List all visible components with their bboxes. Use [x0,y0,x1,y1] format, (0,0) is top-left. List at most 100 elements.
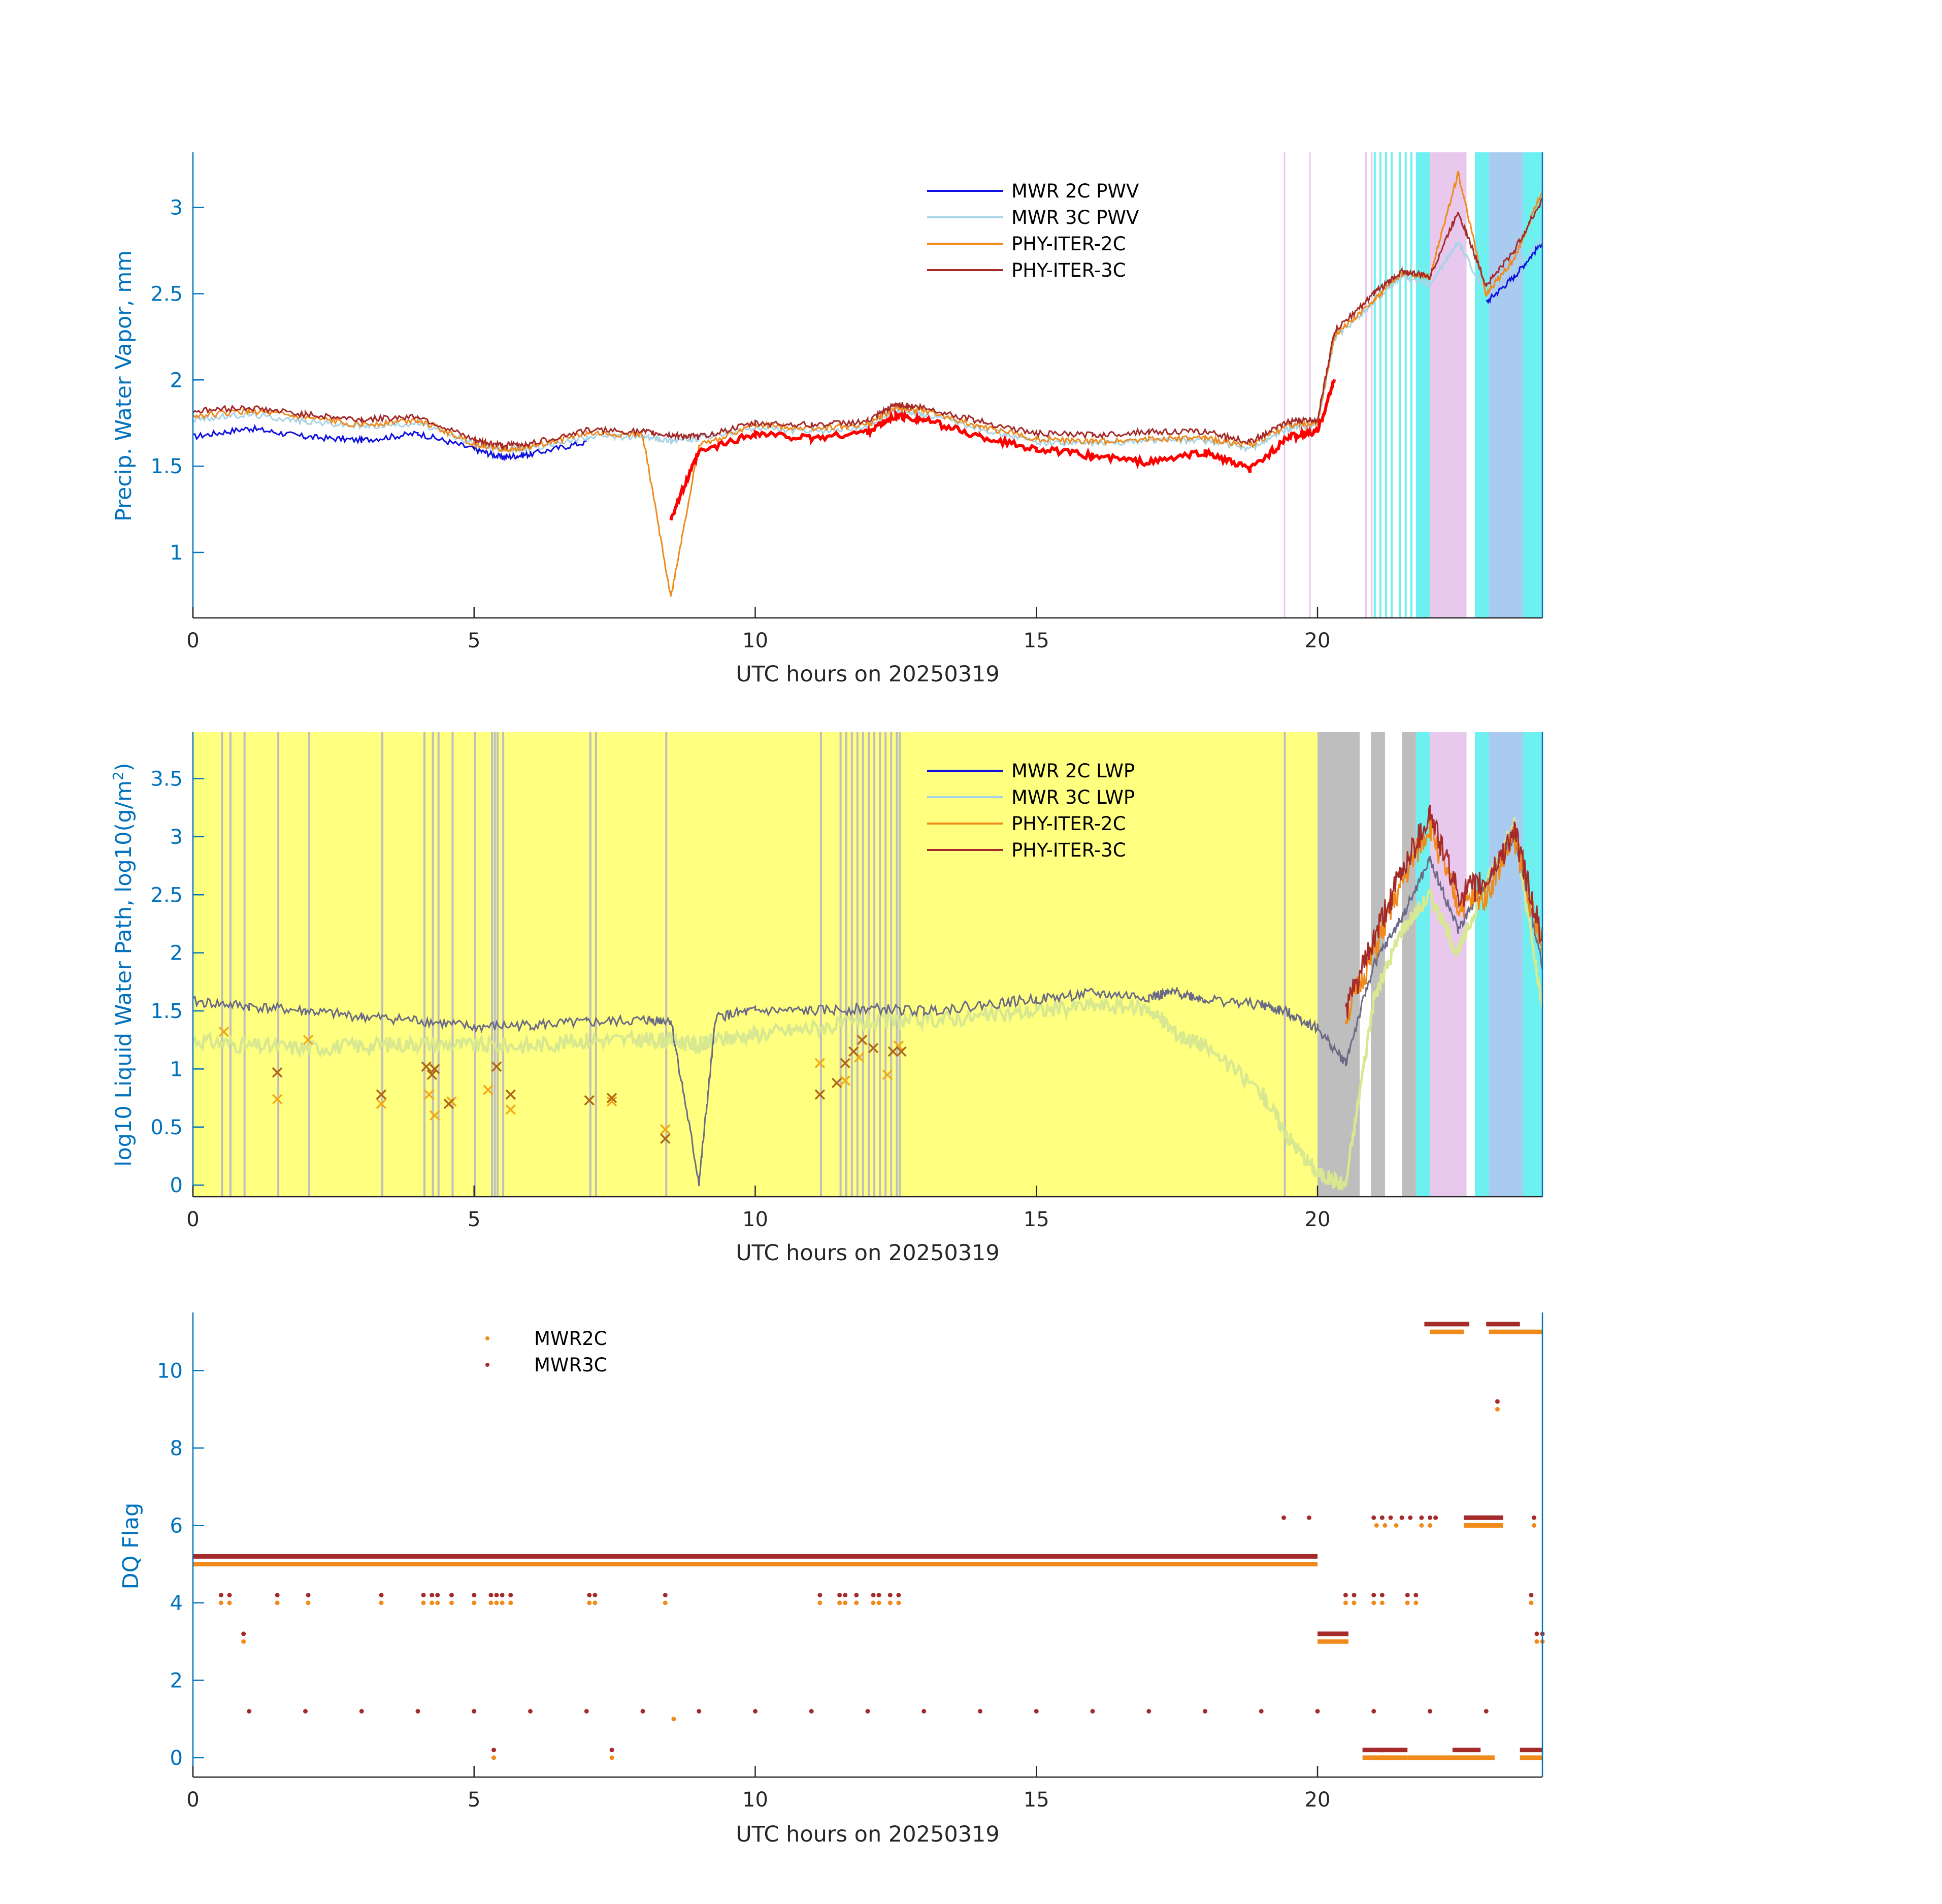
marker-phy-iter-2c [505,1104,516,1115]
pwv-legend: MWR 2C PWV MWR 3C PWV PHY-ITER-2C PHY-IT… [927,180,1139,281]
dq-point-mwr3c [876,1593,881,1598]
dq-point-mwr3c [1534,1631,1539,1636]
marker-phy-iter-2c [423,1089,435,1100]
dq-point-mwr2c [854,1600,859,1605]
dq-point-mwr3c [247,1709,252,1714]
dq-axes: 0 5 10 15 20 0 2 4 6 8 10 [157,1312,1543,1812]
dq-point-mwr2c [379,1600,384,1605]
flag-band [819,732,822,1197]
marker-phy-iter-3c [831,1077,842,1089]
lwp-ylabel-main: log10 Liquid Water Path, log10(g/m [111,780,137,1167]
dq-point-mwr2c [430,1600,435,1605]
dq-point-mwr3c [241,1631,246,1636]
x-tick-label: 20 [1305,1788,1331,1812]
dq-point-mwr2c [1495,1407,1500,1412]
y-tick-label: 2 [170,942,183,965]
dq-xlabel: UTC hours on 20250319 [736,1822,1000,1847]
lwp-ylabel-end: ) [111,763,137,771]
dq-point-mwr3c [1306,1515,1311,1520]
lwp-panel: 0 5 10 15 20 0 0.5 1 1.5 2 2.5 3 3.5 MWR 2C LWP MWR … [110,732,1544,1266]
y-tick-label: 2 [170,369,183,392]
flag-band [193,732,1318,1197]
legend-label-phy-iter-3c: PHY-ITER-3C [1011,259,1126,281]
flag-band [595,732,597,1197]
dq-point-mwr2c [1343,1600,1348,1605]
dq-point-mwr3c [587,1593,592,1598]
lwp-series-group [191,804,1544,1191]
dq-point-mwr2c [1534,1639,1539,1644]
legend-label-mwr3c-lwp: MWR 3C LWP [1011,786,1135,808]
dq-point-mwr3c [275,1593,280,1598]
y-tick-label: 3 [170,196,183,220]
x-tick-label: 5 [468,1208,480,1231]
marker-phy-iter-3c [848,1046,859,1057]
dq-point-mwr3c [921,1709,927,1714]
lwp-legend: MWR 2C LWP MWR 3C LWP PHY-ITER-2C PHY-IT… [927,760,1135,861]
flag-band [1430,152,1467,618]
marker-phy-iter-2c [660,1124,671,1135]
marker-phy-iter-2c [303,1034,314,1045]
dq-series-group [193,1322,1545,1760]
x-tick-label: 20 [1305,629,1331,652]
series-mwr3c-lwp [191,817,1544,1191]
y-tick-label: 6 [170,1514,183,1537]
x-tick-label: 20 [1305,1208,1331,1231]
x-tick-label: 15 [1024,1788,1049,1812]
pwv-ylabel: Precip. Water Vapor, mm [111,250,137,521]
dq-point-mwr3c [500,1593,505,1598]
dq-point-mwr2c [1531,1523,1536,1528]
flag-band [850,732,853,1197]
dq-point-mwr3c [435,1593,440,1598]
dq-point-mwr2c [449,1600,454,1605]
marker-phy-iter-2c [218,1026,229,1037]
flag-band [1371,152,1373,618]
dq-point-mwr2c [435,1600,440,1605]
marker-phy-iter-3c [505,1089,516,1100]
y-tick-label: 10 [157,1359,183,1383]
marker-phy-iter-2c [882,1069,893,1080]
pwv-flag-shading [1283,152,1542,618]
dq-point-mwr3c [491,1748,497,1753]
dq-point-mwr2c [871,1600,876,1605]
dq-point-mwr3c [887,1593,893,1598]
series-lwp-phy-iter-3c [1344,804,1543,1019]
dq-point-mwr2c [1394,1523,1399,1528]
pwv-panel: 0 5 10 15 20 1 1.5 2 2.5 3 MWR 2C PWV MWR 3C PWV … [111,152,1543,687]
marker-phy-iter-2c [429,1110,440,1121]
flag-band [432,732,434,1197]
y-tick-label: 1 [170,541,183,565]
flag-band [1283,732,1286,1197]
flag-band [1373,152,1376,618]
dq-point-mwr3c [1146,1709,1151,1714]
series-phy-iter-2c [192,171,1543,597]
dq-point-mwr3c [1428,1515,1432,1520]
legend-marker-mwr2c [485,1336,489,1340]
marker-phy-iter-3c [421,1061,432,1072]
flag-band [589,732,591,1197]
dq-point-mwr2c [306,1600,311,1605]
x-tick-label: 15 [1024,1208,1049,1231]
marker-phy-iter-3c [443,1098,454,1109]
dq-point-mwr3c [1034,1709,1039,1714]
dq-point-mwr3c [508,1593,513,1598]
dq-point-mwr3c [1281,1515,1287,1520]
dq-point-mwr3c [430,1593,435,1598]
dq-point-mwr2c [876,1600,881,1605]
dq-ylabel: DQ Flag [118,1503,144,1590]
dq-point-mwr2c [587,1600,592,1605]
pwv-series-group [192,171,1543,597]
dq-point-mwr3c [697,1709,702,1714]
dq-point-mwr2c [837,1600,842,1605]
dq-point-mwr3c [854,1593,859,1598]
dq-point-mwr2c [1492,1523,1497,1528]
flag-band [665,732,668,1197]
marker-phy-iter-2c [840,1075,850,1086]
marker-phy-iter-2c [606,1096,617,1107]
dq-point-mwr3c [817,1593,822,1598]
flag-band [1404,152,1407,618]
dq-point-mwr2c [1371,1600,1376,1605]
dq-point-mwr3c [415,1709,420,1714]
marker-phy-iter-3c [840,1058,850,1069]
y-tick-label: 2 [170,1669,183,1692]
